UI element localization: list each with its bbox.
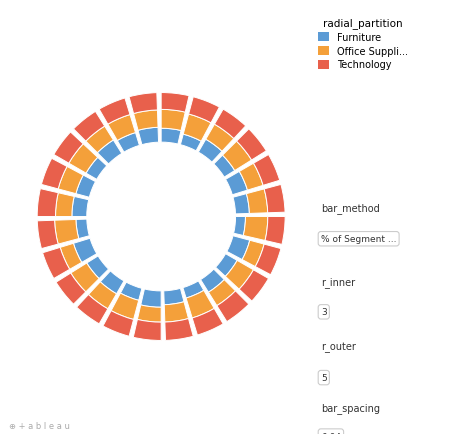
Wedge shape [183,115,211,142]
Wedge shape [161,110,185,131]
Wedge shape [103,311,134,336]
Wedge shape [165,319,193,341]
Wedge shape [243,217,268,241]
Wedge shape [216,254,237,277]
Wedge shape [73,112,105,142]
Wedge shape [73,239,97,263]
Wedge shape [183,281,204,299]
Text: % of Segment ...: % of Segment ... [321,235,396,243]
Wedge shape [161,129,181,145]
Wedge shape [129,93,157,114]
Wedge shape [87,256,109,279]
Wedge shape [55,193,74,217]
Wedge shape [72,197,89,217]
Text: bar_method: bar_method [321,203,380,214]
Wedge shape [189,98,219,124]
Wedge shape [222,142,252,171]
Wedge shape [56,273,86,305]
Wedge shape [225,261,254,289]
Wedge shape [198,140,222,163]
Wedge shape [233,194,249,214]
Wedge shape [54,133,83,164]
Text: ⊕ + a b l e a u: ⊕ + a b l e a u [9,421,70,430]
Wedge shape [265,217,285,245]
Text: bar_spacing: bar_spacing [321,402,380,413]
Wedge shape [246,190,268,214]
Wedge shape [217,291,249,322]
Wedge shape [86,127,113,153]
Wedge shape [134,111,158,131]
Text: 0.04: 0.04 [321,431,341,434]
Wedge shape [239,270,268,301]
Wedge shape [37,189,58,217]
Wedge shape [264,185,285,213]
Wedge shape [164,289,184,305]
Wedge shape [43,248,70,279]
Wedge shape [137,305,161,322]
Wedge shape [41,159,67,190]
Wedge shape [255,244,281,275]
Wedge shape [226,172,247,195]
Wedge shape [192,309,223,335]
Wedge shape [237,129,266,161]
Wedge shape [214,110,246,139]
Text: 3: 3 [321,308,327,316]
Wedge shape [120,283,142,301]
Wedge shape [76,220,89,239]
Wedge shape [138,128,159,145]
Text: 5: 5 [321,373,327,382]
Wedge shape [239,164,263,191]
Wedge shape [71,263,99,292]
Wedge shape [111,293,139,320]
Wedge shape [117,133,139,153]
Wedge shape [37,221,58,249]
Wedge shape [242,241,264,267]
Wedge shape [164,302,189,322]
Wedge shape [214,156,235,178]
Wedge shape [60,244,82,270]
Wedge shape [76,176,95,198]
Wedge shape [186,291,214,318]
Text: r_outer: r_outer [321,342,356,352]
Wedge shape [89,282,117,309]
Text: r_inner: r_inner [321,276,355,287]
Wedge shape [227,236,250,260]
Wedge shape [69,145,98,174]
Wedge shape [133,320,161,341]
Wedge shape [141,289,161,308]
Wedge shape [58,167,83,194]
Wedge shape [100,271,124,294]
Wedge shape [97,141,122,164]
Wedge shape [108,115,136,141]
Wedge shape [201,270,224,293]
Wedge shape [209,280,236,306]
Wedge shape [206,125,234,152]
Wedge shape [234,217,246,236]
Wedge shape [161,93,189,113]
Legend: Furniture, Office Suppli..., Technology: Furniture, Office Suppli..., Technology [318,18,408,70]
Wedge shape [254,155,280,186]
Wedge shape [99,99,130,125]
Wedge shape [77,295,108,324]
Wedge shape [181,135,201,151]
Wedge shape [86,158,107,180]
Wedge shape [55,220,79,244]
